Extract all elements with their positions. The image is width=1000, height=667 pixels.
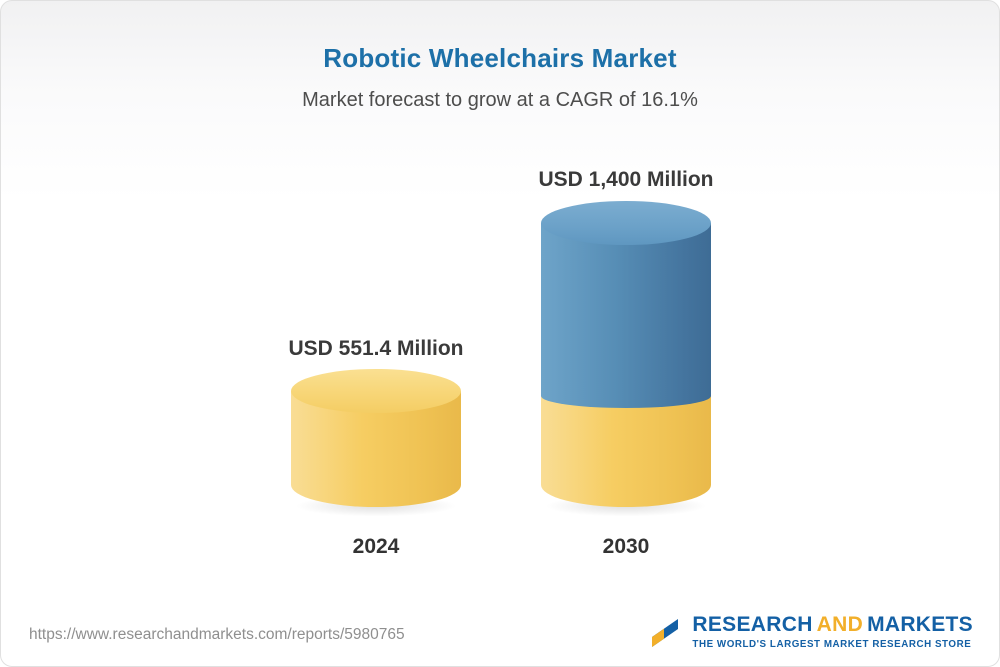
logo-text: RESEARCH AND MARKETS THE WORLD'S LARGEST M… [692,612,973,650]
value-label-2024: USD 551.4 Million [288,337,464,360]
page-subtitle: Market forecast to grow at a CAGR of 16.… [302,89,698,111]
logo-wordmark: RESEARCH AND MARKETS [692,612,973,636]
bar-2024 [291,369,461,507]
logo-tagline: THE WORLD'S LARGEST MARKET RESEARCH STOR… [692,639,972,650]
logo-word-markets: MARKETS [867,612,973,636]
bar-2030-cap [541,201,711,245]
bar-2030-growth-segment [541,223,711,408]
logo-icon [652,618,679,647]
logo-word-research: RESEARCH [692,612,813,636]
research-and-markets-logo: RESEARCH AND MARKETS THE WORLD'S LARGEST M… [647,612,973,650]
value-label-2030: USD 1,400 Million [538,168,714,191]
logo-word-and: AND [816,612,864,636]
source-url: https://www.researchandmarkets.com/repor… [29,626,405,643]
bar-2024-cap [291,369,461,413]
page-title: Robotic Wheelchairs Market [323,43,677,73]
axis-label-2024: 2024 [352,535,400,558]
bar-2030 [541,201,711,507]
axis-label-2030: 2030 [602,535,650,558]
bar-2030-base-segment [541,396,711,507]
